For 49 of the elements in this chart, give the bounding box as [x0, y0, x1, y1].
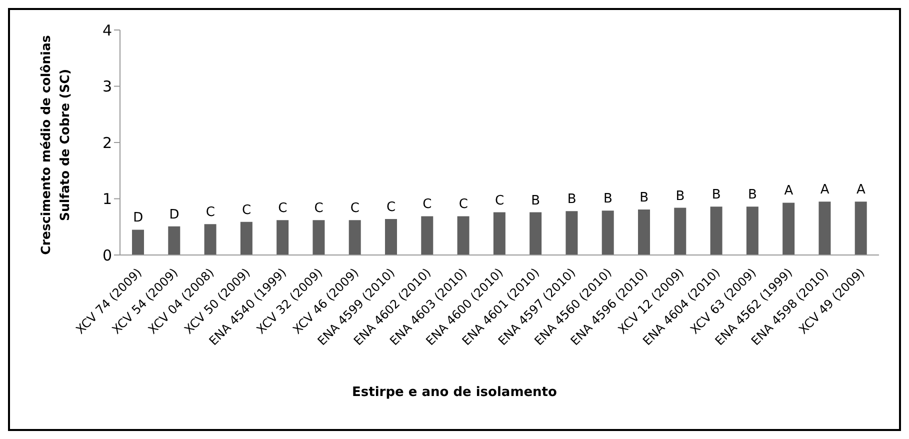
y-tick-label: 2	[102, 134, 112, 152]
annotation: B	[640, 190, 649, 206]
y-tick-label: 1	[102, 190, 112, 208]
annotation: C	[206, 205, 215, 220]
bar	[530, 212, 542, 255]
annotation: C	[422, 197, 432, 212]
bar	[204, 224, 216, 255]
bar	[782, 202, 795, 255]
annotation: A	[856, 182, 866, 198]
annotation: B	[603, 192, 612, 207]
annotation: B	[531, 193, 540, 208]
y-axis-title: Crescimento médio de colônias Sulfato de Cobre (SC)	[38, 35, 72, 255]
bar	[710, 206, 722, 255]
bar	[385, 219, 397, 255]
annotation: B	[567, 192, 576, 208]
bar	[457, 216, 470, 255]
bar	[674, 208, 686, 255]
bar	[240, 222, 252, 255]
annotation: D	[133, 210, 144, 226]
annotation: C	[494, 193, 504, 208]
bar	[421, 216, 434, 255]
bar	[566, 211, 578, 255]
y-tick-label: 3	[102, 78, 112, 96]
x-axis-title: Estirpe e ano de isolamento	[351, 385, 558, 400]
annotation: C	[278, 201, 288, 216]
annotation: C	[314, 201, 324, 216]
annotation: D	[169, 207, 180, 222]
bar	[312, 220, 325, 255]
bar	[276, 220, 289, 255]
bar	[168, 226, 180, 255]
bar	[638, 209, 650, 255]
y-tick-label: 4	[102, 21, 112, 40]
bar	[132, 230, 144, 255]
bar	[818, 202, 831, 255]
annotation: C	[350, 201, 360, 216]
annotation: B	[712, 188, 721, 203]
bar	[348, 220, 361, 255]
annotation: C	[386, 200, 396, 215]
annotation: A	[820, 182, 830, 198]
bar	[746, 206, 758, 255]
bar	[854, 202, 867, 255]
y-tick-label: 0	[102, 246, 112, 264]
annotation: B	[748, 188, 757, 203]
bar	[493, 212, 506, 255]
annotation: C	[242, 202, 252, 218]
annotation: B	[676, 188, 685, 204]
annotation: C	[458, 197, 468, 212]
bar	[602, 210, 614, 255]
annotation: A	[784, 184, 794, 199]
